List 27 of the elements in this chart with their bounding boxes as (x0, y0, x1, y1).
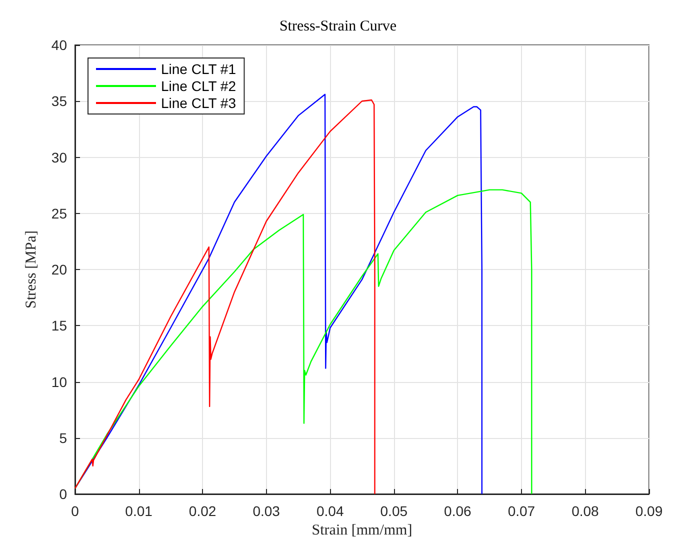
y-axis-title: Stress [MPa] (24, 230, 40, 308)
x-tick-label: 0.03 (252, 503, 280, 519)
y-tick-label: 40 (51, 37, 68, 53)
y-tick-label: 0 (59, 486, 68, 502)
legend-label: Line CLT #1 (161, 61, 236, 77)
x-tick-label: 0 (71, 503, 80, 519)
y-tick-label: 10 (51, 374, 68, 390)
line-series (74, 99, 376, 495)
legend-label: Line CLT #2 (161, 78, 236, 94)
y-tick-label: 5 (59, 430, 68, 446)
x-tick-label: 0.07 (508, 503, 536, 519)
chart-title: Stress-Strain Curve (279, 18, 397, 34)
x-tick-label: 0.09 (635, 503, 663, 519)
y-tick-label: 15 (51, 318, 68, 334)
x-axis-title: Strain [mm/mm] (312, 522, 412, 538)
x-tick-label: 0.08 (572, 503, 600, 519)
x-tick-label: 0.04 (316, 503, 344, 519)
y-tick-label: 30 (51, 149, 68, 166)
y-tick-label: 20 (51, 262, 68, 278)
x-tick-label: 0.02 (188, 503, 216, 519)
x-tick-label: 0.06 (444, 503, 472, 519)
x-tick-label: 0.01 (125, 503, 153, 519)
y-tick-label: 35 (51, 93, 68, 110)
legend-label: Line CLT #3 (161, 95, 236, 111)
x-tick-label: 0.05 (380, 503, 408, 519)
line-series (74, 94, 482, 495)
y-tick-label: 25 (51, 205, 68, 222)
